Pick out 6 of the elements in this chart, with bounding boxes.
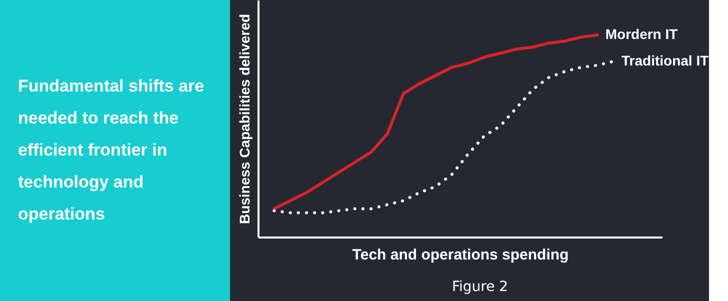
series-label: Mordern IT (605, 26, 678, 42)
text: Fundamental shifts are needed to reach the efficient frontier in technology and operations (18, 76, 204, 224)
y-axis-title: Business Capabilities delivered (236, 14, 252, 224)
x-axis-title: Tech and operations spending (352, 246, 569, 264)
series-label: Traditional IT (622, 52, 710, 68)
caption: Figure 2 (452, 279, 508, 295)
